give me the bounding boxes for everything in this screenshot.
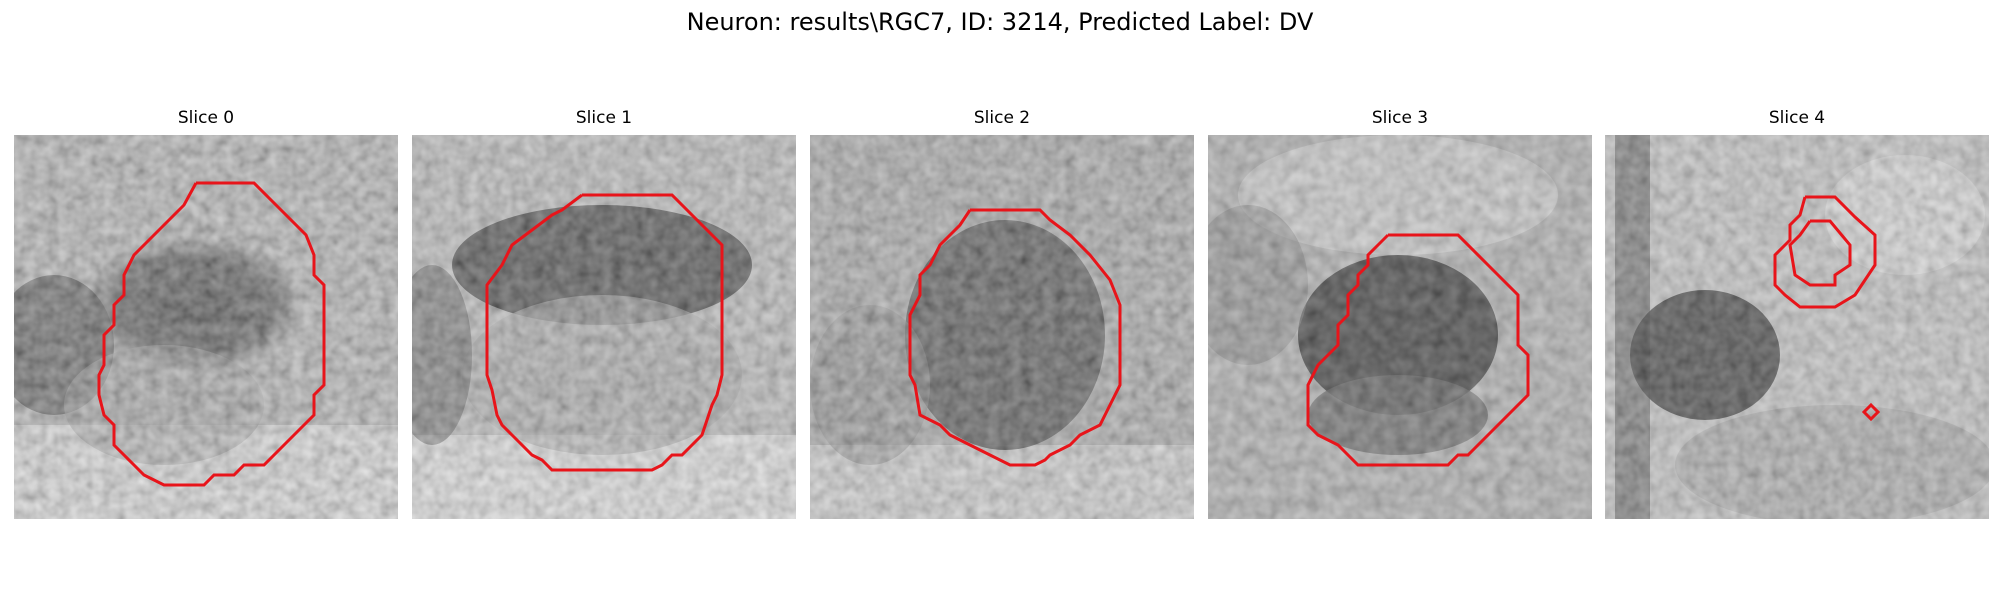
- slice-panel-0: Slice 0: [14, 108, 398, 520]
- cell-contour: [908, 208, 1122, 467]
- slice-panel-4: Slice 4: [1605, 108, 1989, 520]
- slice-title-2: Slice 2: [973, 108, 1031, 128]
- slice-panel-2: Slice 2: [810, 108, 1194, 520]
- slice-title-0: Slice 0: [177, 108, 235, 128]
- cell-contour-outer: [1773, 195, 1877, 309]
- figure-title: Neuron: results\RGC7, ID: 3214, Predicte…: [686, 8, 1314, 36]
- slice-image-0: [14, 135, 398, 519]
- slice-image-2: [810, 135, 1194, 519]
- cell-contour: [1306, 233, 1530, 467]
- slice-title-4: Slice 4: [1768, 108, 1826, 128]
- slice-title-1: Slice 1: [575, 108, 633, 128]
- cell-contour-inner: [1788, 219, 1852, 287]
- cell-contour: [485, 193, 724, 472]
- slice-image-3: [1208, 135, 1592, 519]
- slice-image-4: [1605, 135, 1989, 519]
- slice-panel-3: Slice 3: [1208, 108, 1592, 520]
- slice-title-3: Slice 3: [1371, 108, 1429, 128]
- cell-contour: [97, 181, 326, 487]
- slice-panel-1: Slice 1: [412, 108, 796, 520]
- cell-contour-small: [1861, 402, 1881, 422]
- slice-image-1: [412, 135, 796, 519]
